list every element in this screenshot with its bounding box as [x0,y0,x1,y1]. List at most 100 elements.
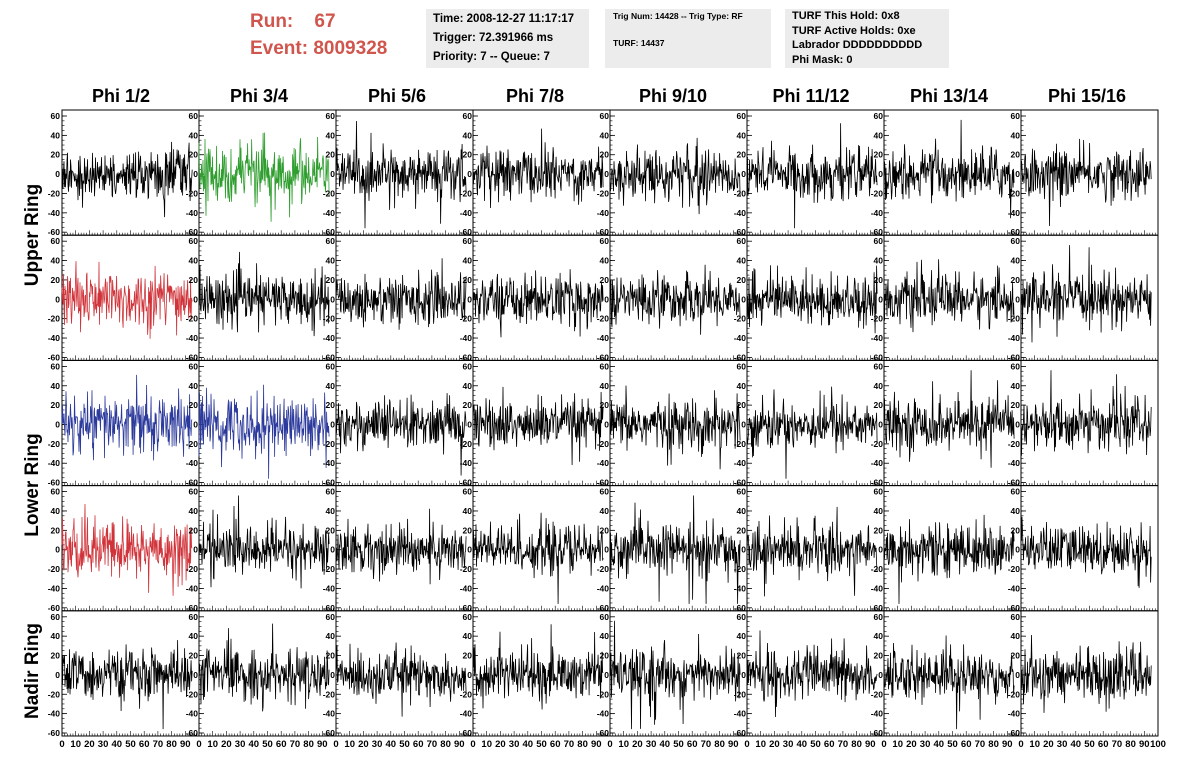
y-tick-label: 0 [1015,420,1020,430]
y-tick-label: 40 [189,256,199,266]
y-tick-label: 0 [330,294,335,304]
y-tick-label: 40 [1011,506,1021,516]
y-tick-label: 0 [1015,670,1020,680]
y-tick-label: 40 [189,381,199,391]
x-tick-label: 60 [413,739,424,750]
event-label: Event: [250,38,309,59]
y-tick-label: 40 [1011,256,1021,266]
x-tick-label: 10 [481,739,492,750]
y-tick-label: 0 [330,670,335,680]
y-tick-label: 40 [874,256,884,266]
waveform-panel-r5-c2: 60 40 20 0 -20 -40 -60 [186,610,337,738]
x-tick-label: 70 [290,739,301,750]
x-tick-label: 50 [262,739,273,750]
x-tick-label: 70 [701,739,712,750]
y-tick-label: 40 [737,256,747,266]
y-tick-label: -20 [186,564,199,574]
y-tick-label: -60 [48,478,61,488]
y-tick-label: 20 [874,150,884,160]
y-tick-label: 0 [878,670,883,680]
y-tick-label: -60 [734,227,747,237]
y-tick-label: -40 [1008,709,1021,719]
y-tick-label: -20 [871,439,884,449]
waveform-panel-r2-c2: 60 40 20 0 -20 -40 -60 [186,234,337,362]
x-tick-label: 20 [1043,739,1054,750]
y-tick-label: -40 [186,583,199,593]
waveform-trace [335,120,467,229]
y-tick-label: -20 [460,188,473,198]
y-tick-label: -60 [871,728,884,738]
waveform-trace [1020,634,1152,713]
y-tick-label: 60 [326,236,336,246]
x-tick-label: 80 [577,739,588,750]
x-tick-label: 0 [59,739,64,750]
trigger-text: Trigger: 72.391966 ms [433,32,554,44]
y-tick-label: -20 [186,439,199,449]
waveform-trace [198,623,330,712]
y-tick-label: -20 [871,314,884,324]
event-value: 8009328 [313,38,388,59]
waveform-panel-r4-c8: 60 40 20 0 -20 -40 -60 [1008,485,1159,613]
waveform-trace [61,261,193,339]
x-tick-label: 0 [881,739,886,750]
y-tick-label: 60 [737,361,747,371]
waveform-panel-r5-c4: 60 40 20 0 -20 -40 -60 [460,610,611,738]
y-tick-label: -40 [186,208,199,218]
y-tick-label: 60 [1011,487,1021,497]
phi-header-3: Phi 5/6 [367,86,427,106]
waveform-panel-r3-c4: 60 40 20 0 -20 -40 -60 [460,359,611,488]
x-tick-label: 50 [1084,739,1095,750]
y-tick-label: -60 [1008,352,1021,362]
waveform-panel-r2-c4: 60 40 20 0 -20 -40 -60 [460,234,611,362]
waveform-trace [746,123,878,229]
y-tick-label: -40 [871,709,884,719]
y-tick-label: -40 [48,333,61,343]
phi-mask-text: Phi Mask: 0 [792,53,853,66]
y-tick-label: -40 [734,709,747,719]
y-tick-label: 0 [467,670,472,680]
y-tick-label: -40 [48,583,61,593]
y-tick-label: -20 [1008,439,1021,449]
y-tick-label: 40 [463,256,473,266]
x-tick-label: 90 [317,739,328,750]
x-tick-label: 10 [1029,739,1040,750]
y-tick-label: -40 [597,709,610,719]
x-tick-label: 30 [98,739,109,750]
y-tick-label: -60 [597,478,610,488]
y-tick-label: 40 [463,506,473,516]
y-tick-label: -20 [597,689,610,699]
x-tick-label: 20 [769,739,780,750]
phi-header-8: Phi 15/16 [1047,86,1127,106]
x-tick-label: 0 [607,739,612,750]
waveform-trace [472,386,604,466]
y-tick-label: 20 [463,400,473,410]
waveform-trace [883,119,1015,219]
y-tick-label: -20 [734,314,747,324]
waveform-panel-r1-c8: 60 40 20 0 -20 -40 -60 [1008,109,1159,237]
x-tick-label: 90 [591,739,602,750]
y-tick-label: 40 [463,130,473,140]
y-tick-label: -60 [186,478,199,488]
run-line: Run: 67 [250,8,387,35]
y-tick-label: 60 [189,487,199,497]
y-tick-label: -60 [323,603,336,613]
y-tick-label: -20 [48,314,61,324]
y-tick-label: 20 [1011,400,1021,410]
run-event-box: Run: 67 Event: 8009328 [250,8,387,62]
y-tick-label: -20 [597,564,610,574]
waveform-panel-r5-c1: 60 40 20 0 -20 -40 -60 [48,610,200,738]
y-tick-label: 0 [741,670,746,680]
y-tick-label: -40 [871,583,884,593]
waveform-panel-r3-c1: 60 40 20 0 -20 -40 -60 [48,359,200,488]
y-tick-label: 0 [741,169,746,179]
y-tick-label: -60 [323,352,336,362]
x-tick-label: 20 [632,739,643,750]
y-tick-label: 60 [189,236,199,246]
x-tick-label: 90 [865,739,876,750]
waveform-trace [1020,245,1152,343]
y-tick-label: -40 [871,208,884,218]
y-tick-label: -20 [1008,689,1021,699]
x-tick-label: 60 [139,739,150,750]
y-tick-label: -40 [734,333,747,343]
